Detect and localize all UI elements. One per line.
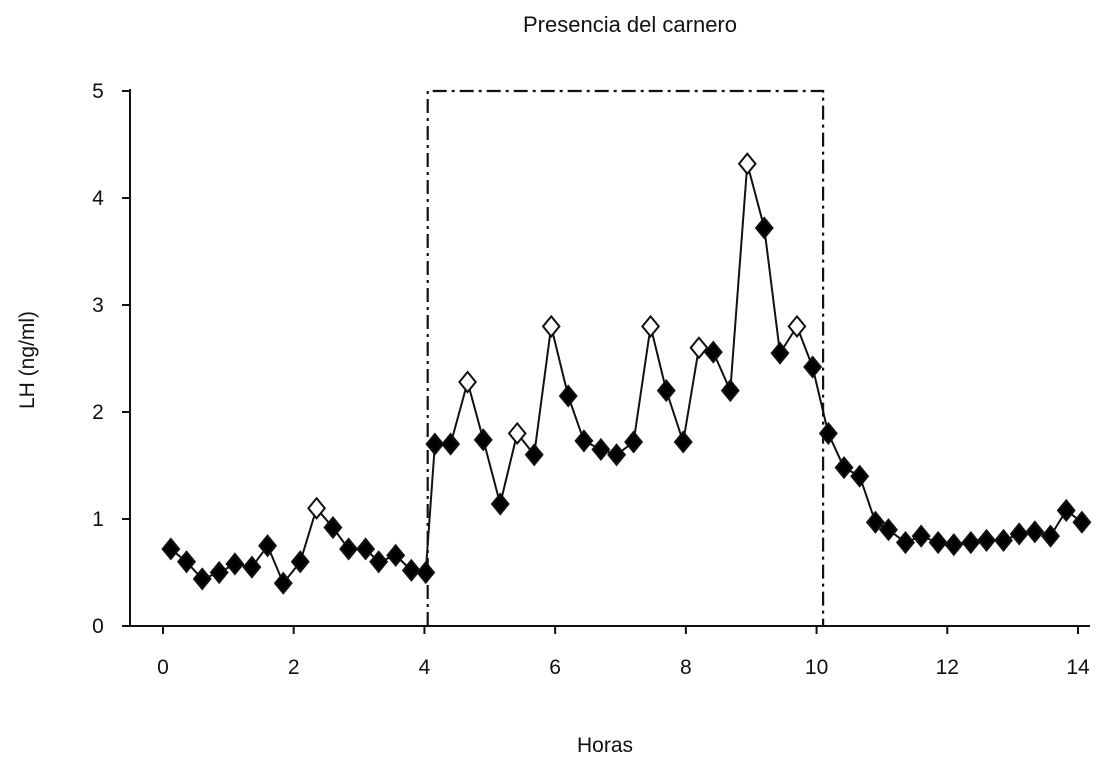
- data-point-filled-diamond: [273, 571, 293, 595]
- y-axis-label: LH (ng/ml): [16, 311, 39, 409]
- data-point-filled-diamond: [865, 510, 885, 534]
- x-tick-label: 6: [549, 656, 561, 679]
- data-point-filled-diamond: [401, 558, 421, 582]
- data-point-filled-diamond: [720, 379, 740, 403]
- data-point-filled-diamond: [1056, 498, 1076, 523]
- data-point-filled-diamond: [416, 560, 436, 585]
- series-line: [170, 163, 1083, 586]
- data-point-filled-diamond: [524, 443, 544, 467]
- data-point-filled-diamond: [323, 515, 343, 540]
- data-point-filled-diamond: [339, 537, 359, 561]
- x-tick-label: 12: [936, 656, 959, 679]
- chart-title: Presencia del carnero: [523, 12, 737, 37]
- data-point-filled-diamond: [928, 530, 948, 555]
- data-point-open-diamond: [541, 314, 561, 338]
- x-tick-label: 10: [805, 656, 828, 679]
- data-point-filled-diamond: [895, 530, 915, 555]
- series-line-group: [170, 163, 1083, 586]
- data-point-open-diamond: [737, 152, 757, 176]
- data-point-filled-diamond: [607, 443, 627, 467]
- data-point-filled-diamond: [209, 560, 229, 585]
- data-point-filled-diamond: [993, 528, 1013, 552]
- data-point-filled-diamond: [177, 550, 197, 574]
- data-point-filled-diamond: [850, 464, 870, 488]
- data-point-filled-diamond: [473, 428, 493, 452]
- data-point-filled-diamond: [770, 341, 790, 365]
- x-tick-label: 8: [680, 656, 692, 679]
- data-point-filled-diamond: [944, 533, 964, 557]
- data-point-filled-diamond: [754, 216, 774, 240]
- data-point-open-diamond: [641, 314, 661, 338]
- data-point-filled-diamond: [490, 492, 510, 516]
- data-point-filled-diamond: [356, 537, 376, 561]
- data-point-filled-diamond: [290, 550, 310, 574]
- x-tick-label: 0: [157, 656, 169, 679]
- x-tick-label: 4: [419, 656, 431, 679]
- data-point-filled-diamond: [558, 384, 578, 408]
- data-point-filled-diamond: [1041, 524, 1061, 548]
- data-point-filled-diamond: [977, 528, 996, 552]
- data-point-filled-diamond: [818, 421, 838, 445]
- data-point-open-diamond: [307, 496, 327, 520]
- data-point-filled-diamond: [574, 429, 594, 453]
- y-tick-label: 1: [92, 508, 104, 531]
- ram-presence-dashdot-outline: [426, 89, 825, 626]
- x-tick-label: 14: [1066, 656, 1090, 679]
- data-point-open-diamond: [689, 336, 709, 360]
- y-tick-label: 2: [92, 401, 104, 424]
- y-tick-label: 5: [92, 80, 104, 103]
- data-point-filled-diamond: [1025, 520, 1045, 544]
- data-point-filled-diamond: [878, 518, 898, 542]
- x-axis-label: Horas: [577, 734, 633, 757]
- data-point-filled-diamond: [1072, 510, 1092, 534]
- data-point-filled-diamond: [161, 537, 181, 561]
- ram-presence-period-box: [426, 89, 825, 626]
- data-point-filled-diamond: [834, 456, 854, 480]
- y-tick-label: 3: [92, 294, 104, 317]
- data-point-filled-diamond: [242, 555, 262, 579]
- data-point-filled-diamond: [703, 340, 723, 364]
- marker-group: [161, 152, 1092, 595]
- data-point-filled-diamond: [441, 432, 461, 456]
- data-point-filled-diamond: [673, 430, 693, 454]
- data-point-filled-diamond: [425, 432, 445, 456]
- data-point-open-diamond: [787, 314, 807, 338]
- data-point-filled-diamond: [591, 437, 611, 462]
- data-point-filled-diamond: [911, 524, 931, 548]
- data-point-filled-diamond: [624, 430, 644, 454]
- data-point-open-diamond: [458, 370, 478, 394]
- data-point-filled-diamond: [258, 534, 278, 558]
- data-point-filled-diamond: [961, 530, 981, 555]
- data-point-filled-diamond: [192, 567, 212, 591]
- data-point-filled-diamond: [656, 379, 676, 403]
- data-point-filled-diamond: [225, 552, 245, 576]
- y-tick-label: 0: [92, 615, 104, 638]
- y-tick-label: 4: [92, 187, 104, 210]
- data-point-filled-diamond: [369, 550, 389, 574]
- x-tick-label: 2: [288, 656, 300, 679]
- data-point-filled-diamond: [386, 543, 406, 567]
- data-point-filled-diamond: [803, 355, 823, 379]
- data-point-filled-diamond: [1009, 522, 1029, 546]
- data-point-open-diamond: [507, 421, 527, 445]
